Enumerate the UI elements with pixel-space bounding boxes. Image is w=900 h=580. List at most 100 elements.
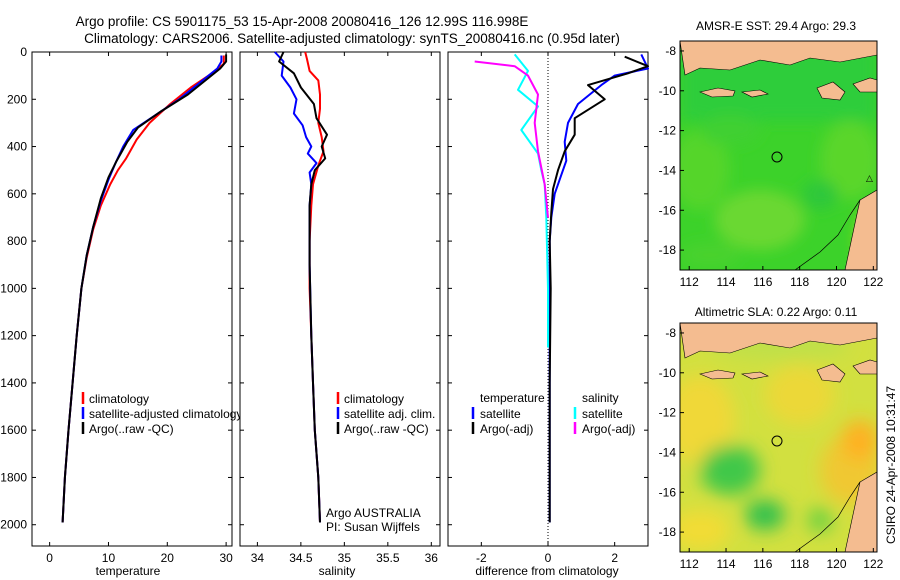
temperature-axis-label: temperature (96, 564, 161, 578)
x-tick-label: 35.5 (376, 551, 400, 565)
map-y-tick-label: -8 (665, 326, 676, 340)
legend-sal-argo-label: Argo(-adj) (582, 422, 635, 436)
salinity-axis-label: salinity (319, 564, 356, 578)
x-tick-label: 2 (611, 551, 618, 565)
map-x-tick-label: 120 (826, 275, 846, 289)
legend-climatology-label: climatology (89, 392, 149, 406)
depth-tick-label: 600 (7, 187, 27, 201)
x-tick-label: 0 (545, 551, 552, 565)
legend-temperature-title: temperature (480, 391, 545, 405)
map-x-tick-label: 122 (863, 557, 883, 571)
legend-satellite-label: satellite-adjusted climatology (89, 407, 242, 421)
legend-climatology-label: climatology (344, 392, 404, 406)
figure-title-line2: Climatology: CARS2006. Satellite-adjuste… (84, 31, 620, 46)
series-line-argo-raw-qc (61, 54, 228, 523)
difference-x-ticks: -2 0 2 (448, 51, 648, 565)
sst-map-frame (679, 40, 878, 271)
sst-float-marker (771, 151, 783, 163)
map-y-tick-label: -10 (659, 84, 677, 98)
temperature-lines (61, 54, 228, 523)
depth-tick-label: 1200 (0, 329, 27, 343)
x-tick-label: 20 (161, 551, 175, 565)
triangle-marker-icon: △ (866, 173, 873, 183)
map-y-tick-label: -12 (659, 406, 677, 420)
depth-tick-label: 1000 (0, 281, 27, 295)
temperature-x-ticks: 0 10 20 30 (32, 51, 233, 565)
x-tick-label: 30 (219, 551, 233, 565)
salinity-legend: climatology satellite adj. clim. Argo(..… (336, 392, 435, 436)
map-x-tick-label: 114 (716, 557, 735, 571)
map-x-tick-label: 112 (680, 557, 699, 571)
temperature-legend: climatology satellite-adjusted climatolo… (81, 392, 242, 436)
legend-sal-satellite-label: satellite (582, 407, 623, 421)
legend-argo-label: Argo(..raw -QC) (344, 422, 429, 436)
map-y-tick-label: -10 (659, 366, 677, 380)
map-x-tick-label: 122 (863, 275, 883, 289)
sst-map-title: AMSR-E SST: 29.4 Argo: 29.3 (696, 19, 856, 33)
temperature-panel: 0 10 20 30 temperature climatology satellit… (31, 51, 242, 578)
salinity-panel: 34 34.5 35 35.5 36 salinity climatology sate… (239, 51, 441, 578)
x-tick-label: 34 (251, 551, 265, 565)
sla-float-marker (771, 435, 783, 447)
depth-axis: 0 200 400 600 800 1000 1200 1400 1600 1800 2000 (0, 45, 27, 532)
sla-map-frame (679, 322, 878, 553)
depth-tick-label: 1800 (0, 470, 27, 484)
sst-map-ticks: 112 114 116 118 120 122 -8 -10 -12 -14 -16 -18 (659, 44, 884, 289)
map-x-tick-label: 114 (716, 275, 735, 289)
salinity-x-ticks: 34 34.5 35 35.5 36 (240, 51, 440, 565)
sla-map-title: Altimetric SLA: 0.22 Argo: 0.11 (695, 305, 858, 319)
salinity-lines (274, 51, 328, 523)
map-x-tick-label: 118 (790, 275, 809, 289)
difference-legend: temperature satellite Argo(-adj) salinit… (471, 391, 635, 436)
series-line-temperature-argo-adj (548, 55, 649, 523)
difference-panel: -2 0 2 difference from climatology tempera… (447, 51, 649, 578)
map-y-tick-label: -16 (659, 485, 677, 499)
map-x-tick-label: 118 (790, 557, 809, 571)
depth-tick-label: 1600 (0, 423, 27, 437)
sla-map-field (680, 323, 877, 552)
legend-temp-satellite-label: satellite (480, 407, 521, 421)
depth-tick-label: 200 (7, 92, 27, 106)
depth-tick-label: 2000 (0, 518, 27, 532)
legend-satellite-label: satellite adj. clim. (344, 407, 435, 421)
map-y-tick-label: -12 (659, 124, 677, 138)
sst-map: AMSR-E SST: 29.4 Argo: 29.3 △ (659, 19, 884, 289)
salinity-plot-frame (239, 51, 441, 547)
difference-lines (474, 53, 649, 523)
map-y-tick-label: -18 (659, 243, 677, 257)
x-tick-label: 10 (102, 551, 116, 565)
map-y-tick-label: -14 (659, 445, 677, 459)
legend-salinity-title: salinity (582, 391, 619, 405)
sst-map-field: △ (680, 41, 877, 270)
x-tick-label: 34.5 (289, 551, 313, 565)
series-line-argo-raw-qc (278, 51, 328, 523)
difference-axis-label: difference from climatology (475, 564, 618, 578)
argo-program-annotation: Argo AUSTRALIA (326, 506, 421, 520)
x-tick-label: 35 (338, 551, 352, 565)
series-line-salinity-argo-adj (474, 60, 549, 218)
sla-map: Altimetric SLA: 0.22 Argo: 0.11 (659, 305, 884, 571)
x-tick-label: 36 (425, 551, 439, 565)
temperature-plot-frame (31, 51, 233, 547)
map-y-tick-label: -16 (659, 203, 677, 217)
map-y-tick-label: -18 (659, 525, 677, 539)
sla-map-ticks: 112 114 116 118 120 122 -8 -10 -12 -14 -16 -18 (659, 326, 884, 571)
map-x-tick-label: 116 (753, 557, 772, 571)
depth-tick-label: 400 (7, 140, 27, 154)
map-x-tick-label: 112 (680, 275, 699, 289)
pi-annotation: PI: Susan Wijffels (326, 520, 420, 534)
figure-title-line1: Argo profile: CS 5901175_53 15-Apr-2008 … (76, 14, 529, 29)
x-tick-label: 0 (46, 551, 53, 565)
map-x-tick-label: 120 (826, 557, 846, 571)
depth-tick-label: 0 (20, 45, 27, 59)
map-y-tick-label: -8 (665, 44, 676, 58)
legend-argo-label: Argo(..raw -QC) (89, 422, 174, 436)
map-y-tick-label: -14 (659, 163, 677, 177)
depth-tick-label: 800 (7, 234, 27, 248)
legend-temp-argo-label: Argo(-adj) (480, 422, 533, 436)
depth-tick-label: 1400 (0, 376, 27, 390)
timestamp-side-note: CSIRO 24-Apr-2008 10:31:47 (884, 386, 898, 544)
map-x-tick-label: 116 (753, 275, 772, 289)
x-tick-label: -2 (476, 551, 487, 565)
